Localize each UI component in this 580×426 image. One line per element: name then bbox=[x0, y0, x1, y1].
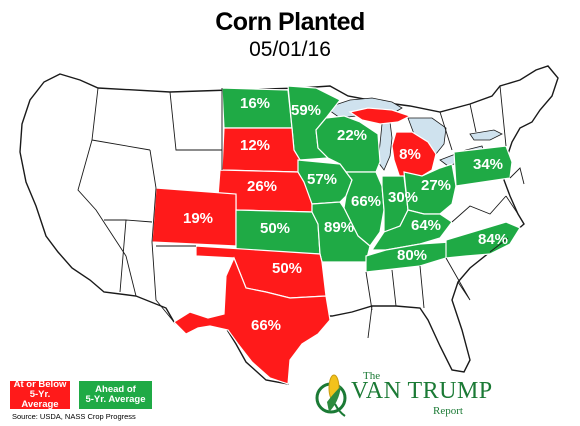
legend-red-line2: 5-Yr. Average bbox=[21, 389, 59, 410]
state-missouri bbox=[311, 201, 371, 263]
state-labels: 16% 59% 22% 8% 12% 26% 57% 66% 30% 27% 3… bbox=[183, 95, 508, 334]
legend-green-line2: 5-Yr. Average bbox=[85, 394, 146, 405]
label-kentucky: 64% bbox=[411, 217, 441, 234]
legend-at-or-below: At or Below 5-Yr. Average bbox=[10, 379, 70, 410]
van-trump-logo: The VAN TRUMP Report bbox=[315, 370, 493, 426]
state-pennsylvania bbox=[453, 145, 513, 187]
state-texas bbox=[173, 256, 331, 385]
map-date: 05/01/16 bbox=[249, 38, 331, 61]
legend-ahead: Ahead of 5-Yr. Average bbox=[79, 381, 152, 409]
label-wisconsin: 22% bbox=[337, 127, 367, 144]
legend-red-line1: At or Below bbox=[13, 379, 67, 390]
logo-report: Report bbox=[433, 405, 463, 417]
lake-ontario bbox=[469, 129, 503, 141]
label-missouri: 89% bbox=[324, 219, 354, 236]
label-kansas: 50% bbox=[260, 220, 290, 237]
label-colorado: 19% bbox=[183, 210, 213, 227]
label-tennessee: 80% bbox=[397, 247, 427, 264]
state-michigan-lower bbox=[391, 131, 437, 179]
label-north-carolina: 84% bbox=[478, 231, 508, 248]
label-minnesota: 59% bbox=[291, 102, 321, 119]
label-oklahoma: 50% bbox=[272, 260, 302, 277]
label-iowa: 57% bbox=[307, 171, 337, 188]
logo-the: The bbox=[363, 370, 381, 382]
label-texas: 66% bbox=[251, 317, 281, 334]
state-iowa bbox=[297, 159, 353, 205]
state-north-carolina bbox=[445, 221, 521, 259]
corn-globe-icon bbox=[315, 374, 347, 417]
label-ohio: 27% bbox=[421, 177, 451, 194]
label-pennsylvania: 34% bbox=[473, 156, 503, 173]
label-michigan: 8% bbox=[399, 146, 421, 163]
label-north-dakota: 16% bbox=[240, 95, 270, 112]
state-michigan-upper bbox=[348, 107, 412, 125]
label-indiana: 30% bbox=[388, 189, 418, 206]
map-title: Corn Planted bbox=[215, 8, 365, 36]
legend-green-line1: Ahead of bbox=[95, 384, 136, 395]
lake-michigan bbox=[377, 121, 393, 171]
source-note: Source: USDA, NASS Crop Progress bbox=[12, 412, 136, 421]
state-borders bbox=[77, 85, 525, 339]
logo-name: VAN TRUMP bbox=[351, 378, 493, 404]
label-illinois: 66% bbox=[351, 193, 381, 210]
label-south-dakota: 12% bbox=[240, 137, 270, 154]
label-nebraska: 26% bbox=[247, 178, 277, 195]
